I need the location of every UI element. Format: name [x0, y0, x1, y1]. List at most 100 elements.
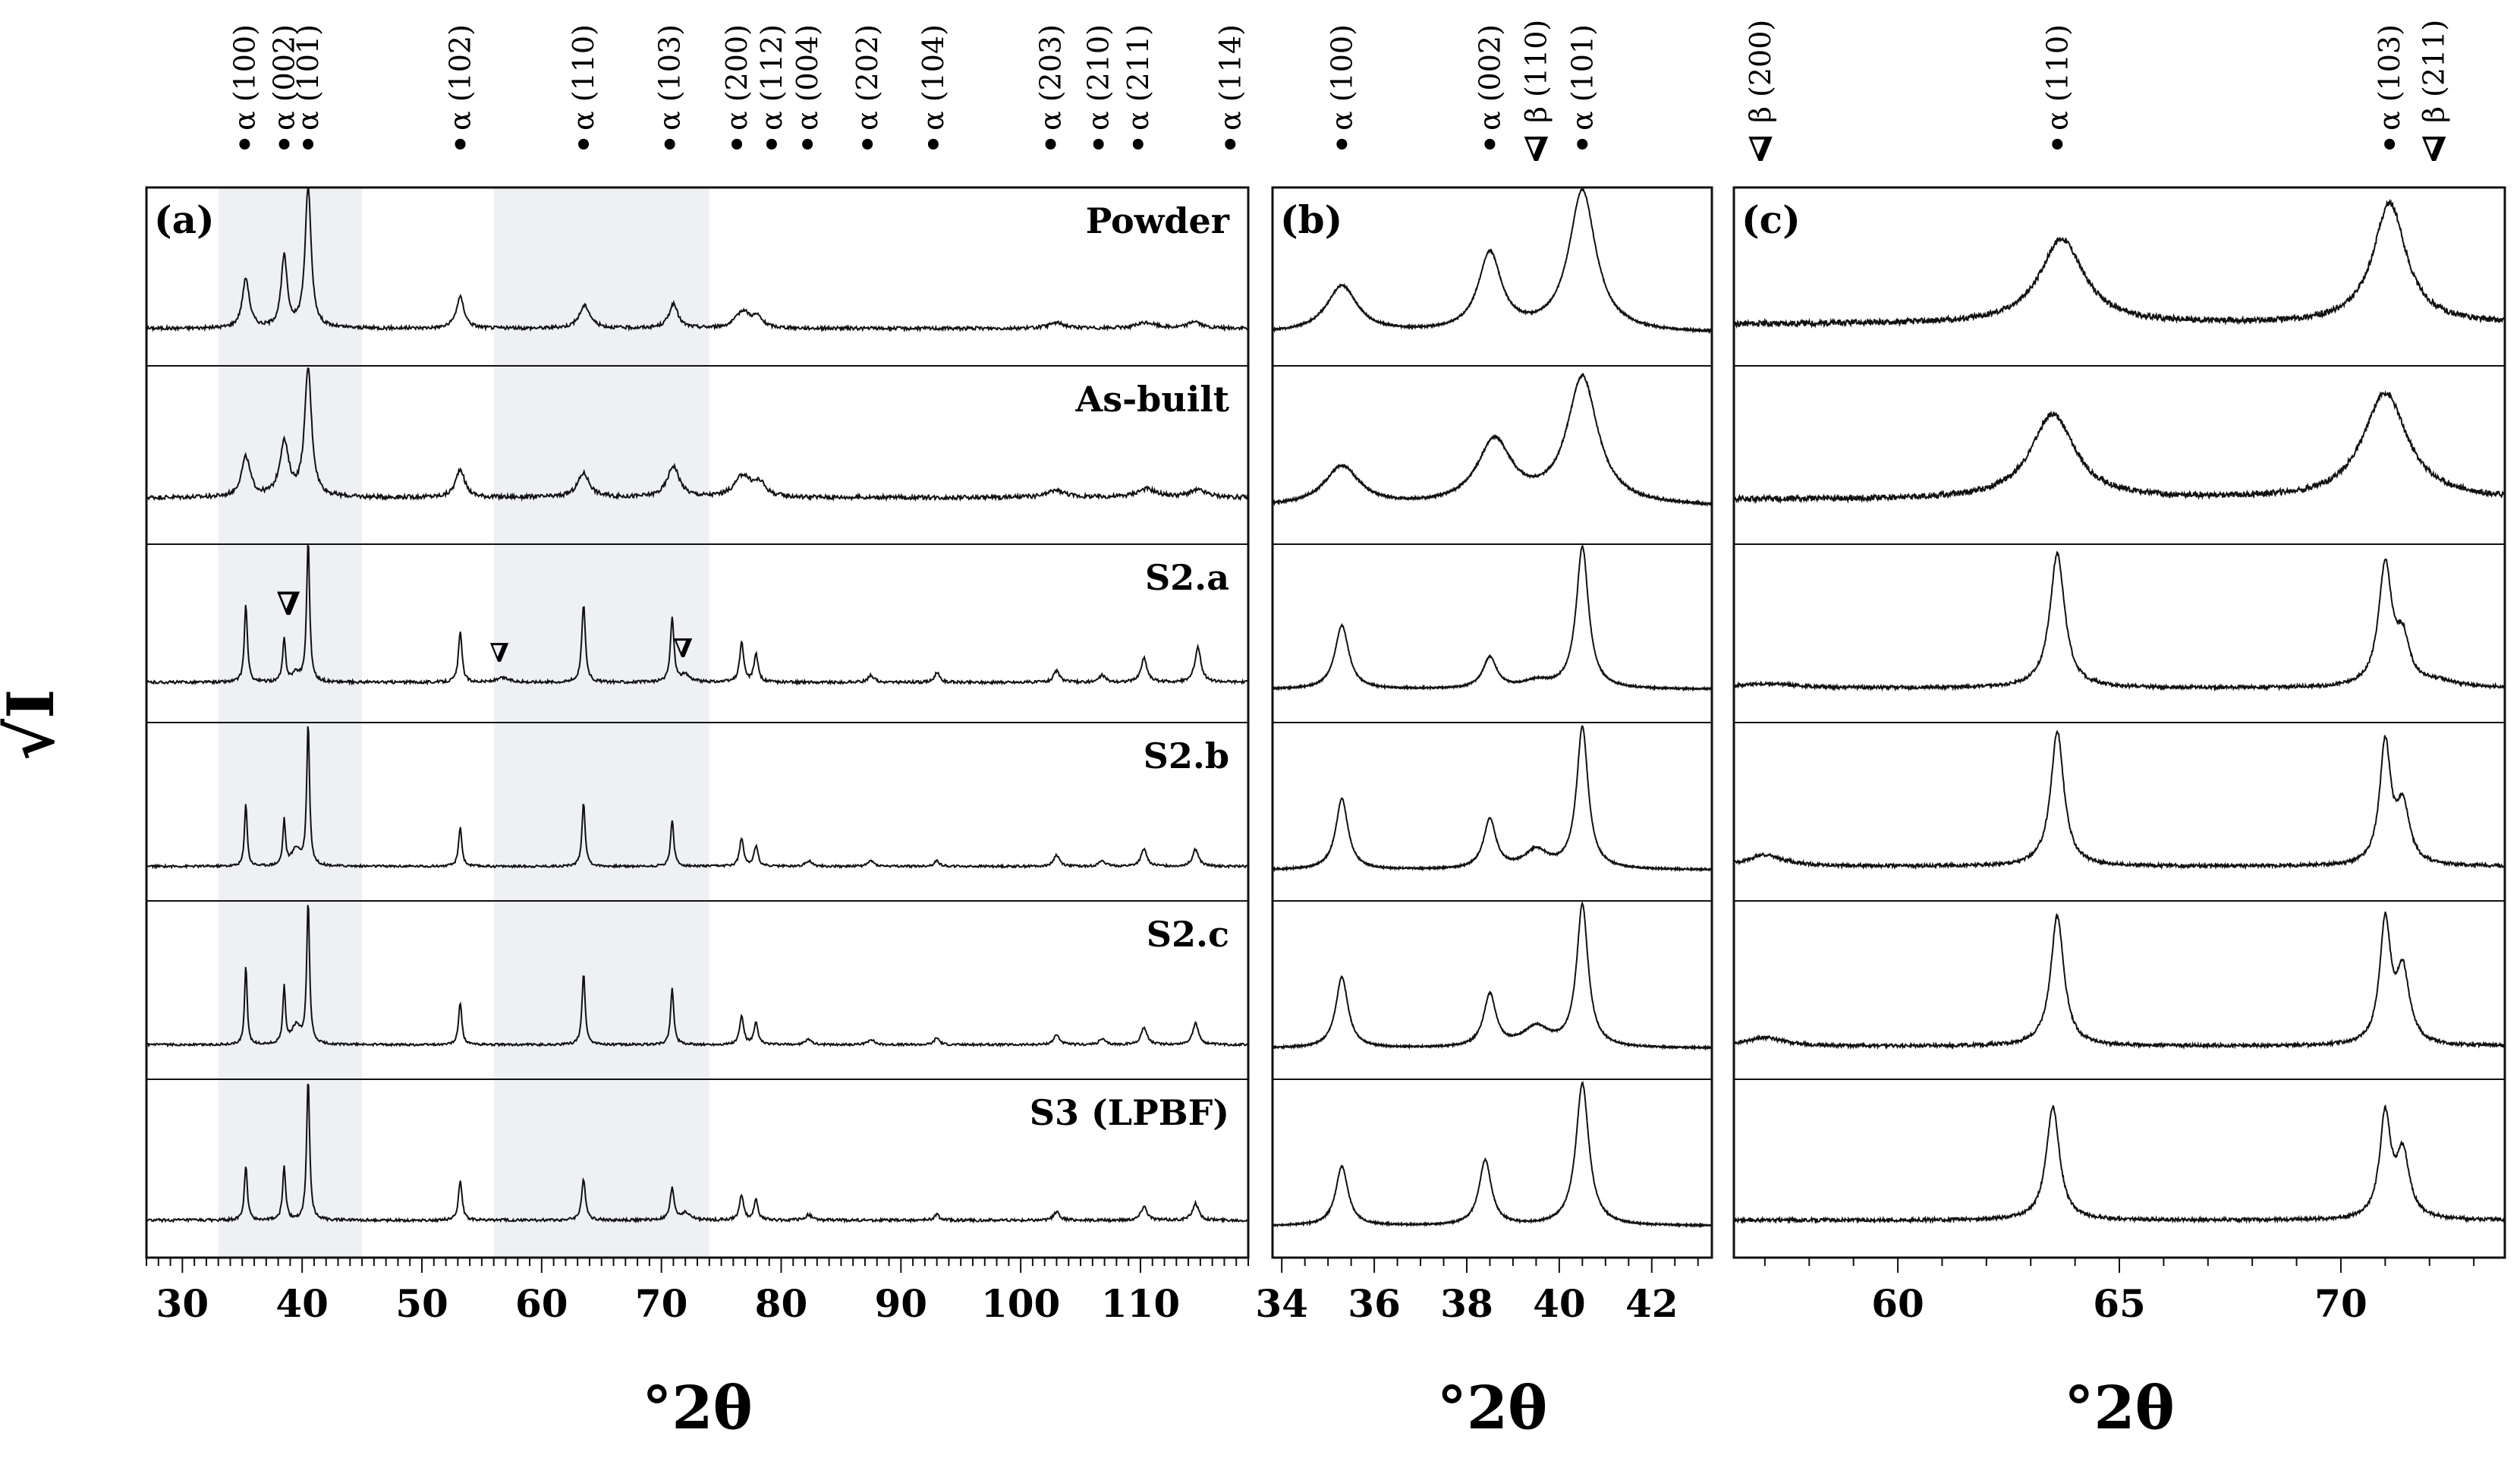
alpha-reflection-marker: • — [2380, 128, 2399, 163]
panel-label: (c) — [1741, 197, 1801, 242]
alpha-reflection-marker: • — [275, 128, 294, 163]
alpha-reflection-marker: • — [1573, 128, 1593, 163]
sample-label: S2.a — [1145, 557, 1229, 598]
x-tick-label: 30 — [156, 1281, 209, 1326]
panels-group: Powder As-built S2.a S2.b S2.c S3 (LPBF) (a) 30… — [145, 20, 2506, 1443]
series-line-c-2 — [1733, 551, 2506, 692]
sample-label: S2.c — [1147, 914, 1229, 955]
alpha-reflection-marker: • — [1128, 128, 1148, 163]
x-axis-label: °2θ — [642, 1374, 752, 1443]
sample-label: As-built — [1075, 379, 1230, 420]
beta-reflection-marker: ∇ — [1524, 131, 1549, 169]
series-line-c-5 — [1733, 1104, 2506, 1225]
series-line-c-1 — [1733, 389, 2506, 505]
alpha-reflection-marker: • — [1089, 128, 1109, 163]
sample-label: S3 (LPBF) — [1030, 1092, 1229, 1133]
reflection-label: β (200) — [1744, 20, 1777, 123]
alpha-reflection-marker: • — [298, 128, 318, 163]
x-axis-label: °2θ — [1437, 1374, 1547, 1443]
reflection-label: α (002) — [268, 24, 301, 131]
series-line-b-4 — [1272, 900, 1713, 1051]
alpha-reflection-marker: • — [857, 128, 877, 163]
reflection-label: α (114) — [1213, 24, 1247, 131]
alpha-reflection-marker: • — [574, 128, 593, 163]
x-tick-label: 40 — [1533, 1281, 1586, 1326]
x-tick-label: 60 — [1871, 1281, 1924, 1326]
panel-label: (b) — [1280, 197, 1342, 242]
panel-b: (b)34 36 38 40 42°2θ•α (100)•α (002)∇β (110)… — [1255, 20, 1713, 1443]
reflection-label: α (103) — [2373, 24, 2406, 131]
series-line-b-3 — [1272, 725, 1713, 873]
x-tick-label: 36 — [1348, 1281, 1401, 1326]
reflection-label: α (112) — [755, 24, 788, 131]
alpha-reflection-marker: • — [923, 128, 943, 163]
alpha-reflection-marker: • — [451, 128, 470, 163]
panel-a: Powder As-built S2.a S2.b S2.c S3 (LPBF) (a) 30… — [145, 24, 1250, 1443]
beta-reflection-marker: ∇ — [1748, 131, 1773, 169]
alpha-reflection-marker: • — [1221, 128, 1241, 163]
series-line-b-1 — [1272, 372, 1713, 508]
x-tick-label: 80 — [755, 1281, 808, 1326]
reflection-label: α (103) — [653, 24, 687, 131]
alpha-reflection-marker: • — [2047, 128, 2067, 163]
reflection-label: α (110) — [2040, 24, 2074, 131]
x-tick-label: 40 — [275, 1281, 329, 1326]
series-line-a-1 — [146, 367, 1248, 502]
x-tick-label: 42 — [1625, 1281, 1678, 1326]
series-line-a-3 — [146, 726, 1249, 870]
reflection-label: α (101) — [291, 24, 325, 131]
panel-c: (c)60 65 70°2θ∇β (200)•α (110)•α (103)∇β (… — [1732, 20, 2506, 1443]
alpha-reflection-marker: • — [660, 128, 680, 163]
x-tick-label: 70 — [635, 1281, 688, 1326]
series-line-b-5 — [1272, 1080, 1713, 1229]
reflection-label: α (202) — [851, 24, 884, 131]
reflection-label: α (004) — [791, 24, 824, 131]
alpha-reflection-marker: • — [727, 128, 747, 163]
series-line-c-3 — [1733, 729, 2506, 871]
series-line-a-5 — [146, 1083, 1249, 1224]
x-tick-label: 60 — [515, 1281, 568, 1326]
x-tick-label: 50 — [395, 1281, 448, 1326]
alpha-reflection-marker: • — [1041, 128, 1061, 163]
x-tick-label: 110 — [1101, 1281, 1180, 1326]
alpha-reflection-marker: • — [1332, 128, 1352, 163]
reflection-label: α (100) — [1325, 24, 1358, 131]
x-tick-label: 38 — [1440, 1281, 1493, 1326]
x-tick-label: 100 — [981, 1281, 1060, 1326]
beta-reflection-marker: ∇ — [2421, 131, 2446, 169]
series-line-a-4 — [146, 905, 1249, 1048]
panel-label: (a) — [154, 197, 215, 242]
series-line-b-2 — [1272, 543, 1713, 692]
reflection-label: β (211) — [2418, 20, 2451, 123]
reflection-label: α (101) — [1565, 24, 1599, 131]
series-line-a-0 — [146, 188, 1249, 333]
reflection-label: α (211) — [1122, 24, 1155, 131]
alpha-reflection-marker: • — [798, 128, 817, 163]
x-tick-label: 34 — [1255, 1281, 1308, 1326]
reflection-label: α (100) — [228, 24, 261, 131]
y-axis-label: √I — [0, 689, 68, 761]
beta-inline-marker: ∇ — [673, 634, 693, 664]
series-line-b-0 — [1272, 186, 1713, 334]
reflection-label: α (200) — [720, 24, 753, 131]
beta-inline-marker: ∇ — [489, 638, 509, 669]
reflection-label: α (102) — [444, 24, 477, 131]
reflection-label: α (110) — [567, 24, 600, 131]
series-line-c-0 — [1733, 198, 2506, 329]
series-line-a-2 — [146, 543, 1249, 686]
x-tick-label: 65 — [2093, 1281, 2146, 1326]
reflection-label: α (002) — [1473, 24, 1506, 131]
x-axis-label: °2θ — [2064, 1374, 2174, 1443]
series-line-c-4 — [1733, 912, 2506, 1050]
beta-inline-marker: ∇ — [276, 585, 300, 622]
alpha-reflection-marker: • — [1480, 128, 1500, 163]
reflection-label: α (210) — [1082, 24, 1115, 131]
alpha-reflection-marker: • — [235, 128, 255, 163]
sample-label: S2.b — [1144, 735, 1229, 776]
x-tick-label: 90 — [875, 1281, 928, 1326]
reflection-label: α (203) — [1034, 24, 1068, 131]
x-tick-label: 70 — [2314, 1281, 2367, 1326]
reflection-label: β (110) — [1519, 20, 1553, 123]
sample-label: Powder — [1086, 200, 1230, 241]
